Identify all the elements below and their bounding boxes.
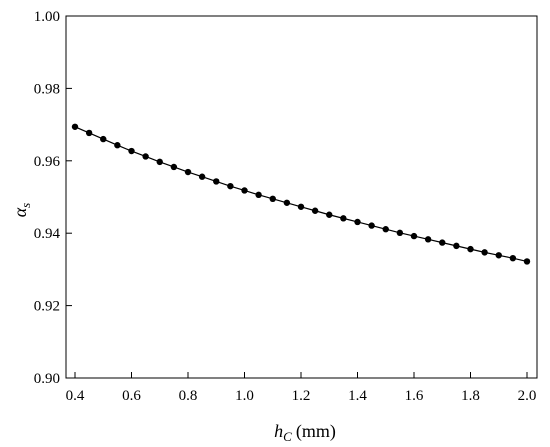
data-point [495, 252, 502, 259]
data-point [453, 242, 460, 250]
series-line [74, 126, 528, 263]
series-layer [71, 123, 531, 265]
x-tick-label: 0.4 [66, 388, 85, 404]
data-point [269, 195, 276, 203]
data-point [114, 142, 121, 149]
x-axis-label-unit: (mm) [296, 421, 336, 442]
data-point [424, 236, 432, 243]
y-tick-label: 0.90 [34, 371, 60, 387]
x-tick-label: 0.6 [122, 388, 141, 404]
data-point [170, 163, 178, 171]
x-axis-ticks: 0.4 0.6 0.8 1.0 1.2 1.4 1.6 1.8 2.0 [66, 372, 537, 404]
data-point [198, 173, 206, 180]
data-point [326, 211, 333, 218]
x-tick-label: 1.8 [461, 388, 480, 404]
x-tick-label: 1.0 [235, 388, 254, 404]
data-point [184, 168, 192, 176]
data-point [255, 191, 262, 199]
x-tick-label: 1.2 [292, 388, 311, 404]
y-tick-label: 0.98 [34, 81, 60, 97]
data-point [100, 135, 107, 143]
data-point [467, 245, 474, 253]
y-axis-label-main: α [10, 207, 30, 217]
y-axis-ticks: 0.90 0.92 0.94 0.96 0.98 1.00 [34, 9, 72, 387]
y-tick-label: 0.94 [34, 226, 61, 242]
data-point [354, 218, 361, 226]
data-point [509, 254, 517, 262]
x-tick-label: 1.4 [348, 388, 367, 404]
data-point [382, 226, 389, 233]
y-axis-label-sub: s [18, 203, 33, 208]
data-point [156, 158, 163, 166]
data-point [142, 153, 149, 160]
data-point [241, 187, 248, 194]
y-tick-label: 0.92 [34, 299, 60, 315]
x-tick-label: 1.6 [405, 388, 424, 404]
data-point [439, 239, 446, 246]
data-point [368, 222, 375, 229]
data-point [297, 203, 305, 210]
x-axis-label-main: h [274, 421, 283, 441]
data-point [71, 123, 79, 130]
data-point [340, 215, 347, 222]
x-axis-label: hC (mm) [274, 421, 336, 444]
data-point [311, 207, 319, 214]
data-point [481, 249, 488, 256]
x-tick-label: 0.8 [179, 388, 198, 404]
data-point [283, 199, 291, 206]
data-point [213, 178, 220, 185]
x-axis-label-sub: C [283, 429, 292, 444]
data-point [410, 232, 418, 240]
data-point [227, 182, 234, 190]
plot-frame [65, 15, 538, 379]
data-point [128, 147, 135, 155]
x-tick-label: 2.0 [518, 388, 537, 404]
y-axis-label: αs [10, 203, 33, 218]
y-tick-label: 1.00 [34, 9, 60, 25]
data-point [85, 129, 93, 137]
data-point [396, 229, 404, 237]
y-tick-label: 0.96 [34, 154, 61, 170]
data-point [523, 258, 531, 265]
